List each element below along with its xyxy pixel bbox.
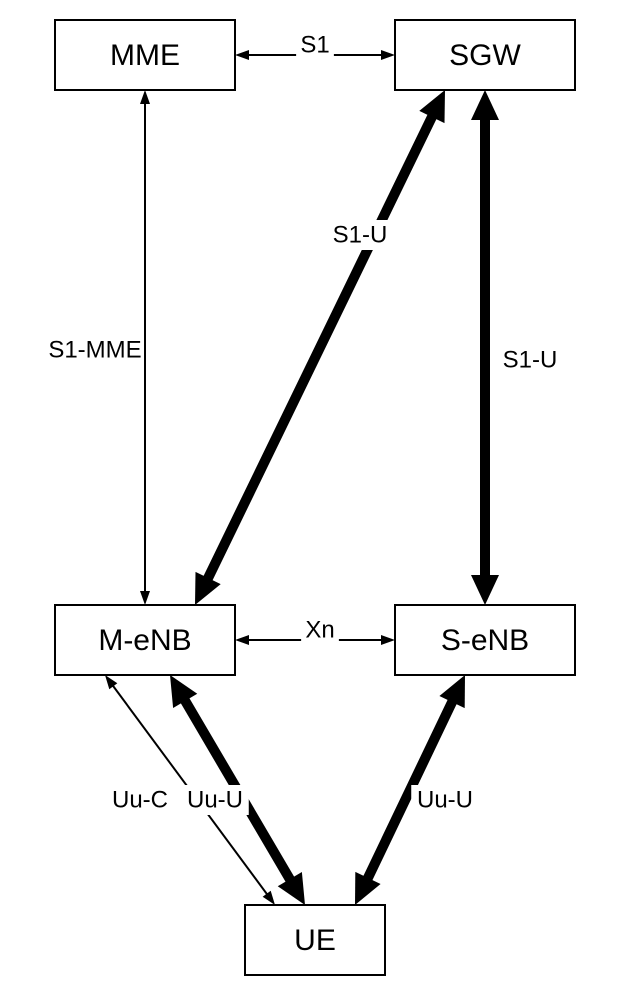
nodes-layer: MME SGW M-eNB S-eNB UE <box>55 20 575 975</box>
edge-s1-u-right <box>471 90 499 605</box>
edge-label-xn-text: Xn <box>305 616 334 643</box>
edge-label-uu-u-right: Uu-U <box>411 785 479 815</box>
node-label-senb: S-eNB <box>441 624 529 657</box>
edge-label-xn: Xn <box>301 615 339 645</box>
node-label-mme: MME <box>110 39 180 72</box>
node-ue: UE <box>245 905 385 975</box>
edge-label-s1: S1 <box>296 30 334 60</box>
node-label-ue: UE <box>294 924 336 957</box>
node-label-menb: M-eNB <box>98 624 191 657</box>
edge-label-s1-mme-text: S1-MME <box>48 336 141 363</box>
edge-label-s1-u-right: S1-U <box>496 345 564 375</box>
edge-label-s1-u-diag: S1-U <box>326 220 394 250</box>
node-label-sgw: SGW <box>449 39 521 72</box>
node-sgw: SGW <box>395 20 575 90</box>
edge-label-s1-u-right-text: S1-U <box>503 346 558 373</box>
node-menb: M-eNB <box>55 605 235 675</box>
edge-label-uu-c: Uu-C <box>106 785 174 815</box>
edge-label-uu-u-left-text: Uu-U <box>187 786 243 813</box>
edge-s1-u-diag <box>195 90 445 605</box>
node-mme: MME <box>55 20 235 90</box>
edges-layer <box>105 50 499 905</box>
edge-label-uu-u-left: Uu-U <box>181 785 249 815</box>
edge-label-uu-c-text: Uu-C <box>112 786 168 813</box>
edge-label-s1-u-diag-text: S1-U <box>333 221 388 248</box>
node-senb: S-eNB <box>395 605 575 675</box>
edge-label-uu-u-right-text: Uu-U <box>417 786 473 813</box>
edge-label-s1-mme: S1-MME <box>46 335 143 365</box>
edge-label-s1-text: S1 <box>300 31 329 58</box>
